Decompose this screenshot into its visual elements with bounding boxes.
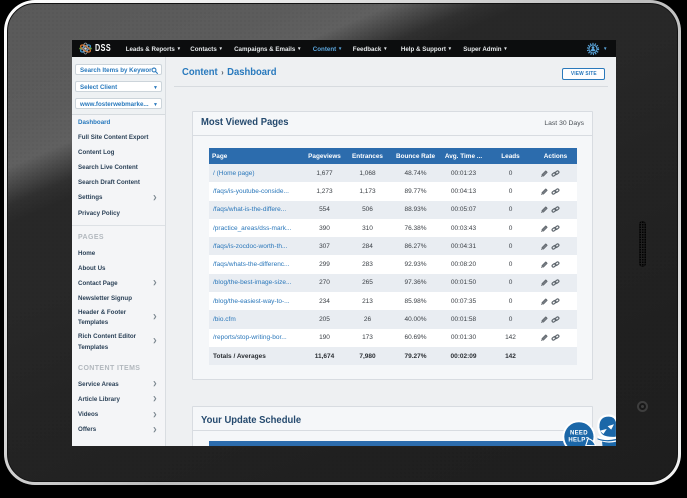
svg-text:HELP?: HELP? <box>568 438 589 444</box>
svg-text:NEED: NEED <box>570 431 588 437</box>
